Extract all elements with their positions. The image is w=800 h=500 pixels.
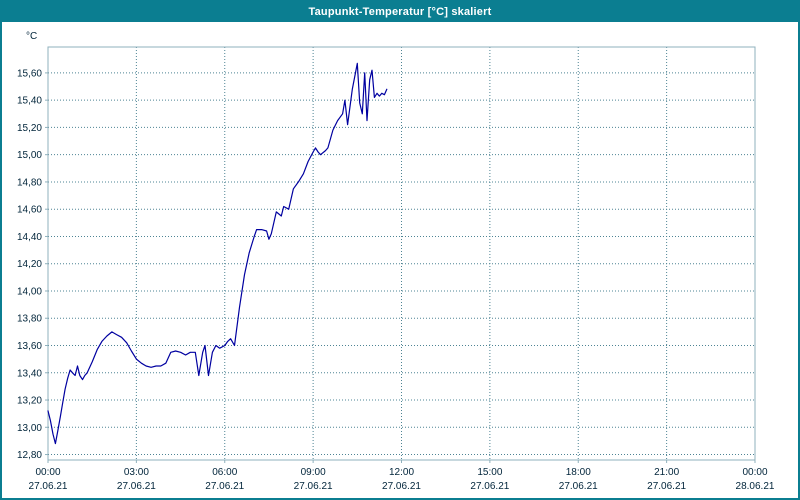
svg-text:13,80: 13,80 bbox=[17, 314, 42, 325]
x-date-labels: 27.06.21 27.06.21 27.06.21 27.06.21 27.06.21… bbox=[29, 481, 775, 492]
svg-text:28.06.21: 28.06.21 bbox=[736, 481, 775, 492]
svg-text:27.06.21: 27.06.21 bbox=[205, 481, 244, 492]
svg-text:27.06.21: 27.06.21 bbox=[647, 481, 686, 492]
svg-text:12:00: 12:00 bbox=[389, 467, 414, 478]
svg-text:15:00: 15:00 bbox=[477, 467, 502, 478]
svg-text:13,60: 13,60 bbox=[17, 341, 42, 352]
svg-text:12,80: 12,80 bbox=[17, 450, 42, 461]
axis-tick-marks bbox=[45, 72, 756, 463]
svg-text:27.06.21: 27.06.21 bbox=[29, 481, 68, 492]
gridlines bbox=[47, 47, 756, 460]
svg-text:27.06.21: 27.06.21 bbox=[382, 481, 421, 492]
svg-text:27.06.21: 27.06.21 bbox=[117, 481, 156, 492]
y-tick-labels: 12,80 13,00 13,20 13,40 13,60 13,80 14,00 14,20… bbox=[17, 68, 42, 461]
svg-text:15,40: 15,40 bbox=[17, 96, 42, 107]
svg-text:13,00: 13,00 bbox=[17, 423, 42, 434]
chart-title-bar: Taupunkt-Temperatur [°C] skaliert bbox=[2, 2, 798, 22]
svg-text:27.06.21: 27.06.21 bbox=[470, 481, 509, 492]
svg-text:13,20: 13,20 bbox=[17, 396, 42, 407]
svg-text:00:00: 00:00 bbox=[35, 467, 60, 478]
svg-text:06:00: 06:00 bbox=[212, 467, 237, 478]
svg-text:14,40: 14,40 bbox=[17, 232, 42, 243]
svg-text:14,20: 14,20 bbox=[17, 259, 42, 270]
svg-text:00:00: 00:00 bbox=[742, 467, 767, 478]
svg-text:15,00: 15,00 bbox=[17, 150, 42, 161]
svg-text:27.06.21: 27.06.21 bbox=[294, 481, 333, 492]
dewpoint-line-chart: °C 12,80 13,00 13,20 13,40 13,60 13,80 14,00 14,… bbox=[17, 31, 775, 492]
svg-text:14,80: 14,80 bbox=[17, 177, 42, 188]
svg-text:27.06.21: 27.06.21 bbox=[559, 481, 598, 492]
svg-text:15,60: 15,60 bbox=[17, 68, 42, 79]
x-tick-labels: 00:00 03:00 06:00 09:00 12:00 15:00 18:00 21:00… bbox=[35, 467, 767, 478]
svg-text:13,40: 13,40 bbox=[17, 368, 42, 379]
svg-text:03:00: 03:00 bbox=[124, 467, 149, 478]
svg-text:18:00: 18:00 bbox=[566, 467, 591, 478]
svg-text:14,60: 14,60 bbox=[17, 205, 42, 216]
y-axis-unit-label: °C bbox=[26, 31, 37, 42]
series-line-taupunkt-temperatur bbox=[47, 62, 388, 445]
svg-text:21:00: 21:00 bbox=[654, 467, 679, 478]
svg-text:15,20: 15,20 bbox=[17, 123, 42, 134]
svg-text:14,00: 14,00 bbox=[17, 286, 42, 297]
chart-area: °C 12,80 13,00 13,20 13,40 13,60 13,80 14,00 14,… bbox=[2, 22, 798, 498]
svg-text:09:00: 09:00 bbox=[301, 467, 326, 478]
